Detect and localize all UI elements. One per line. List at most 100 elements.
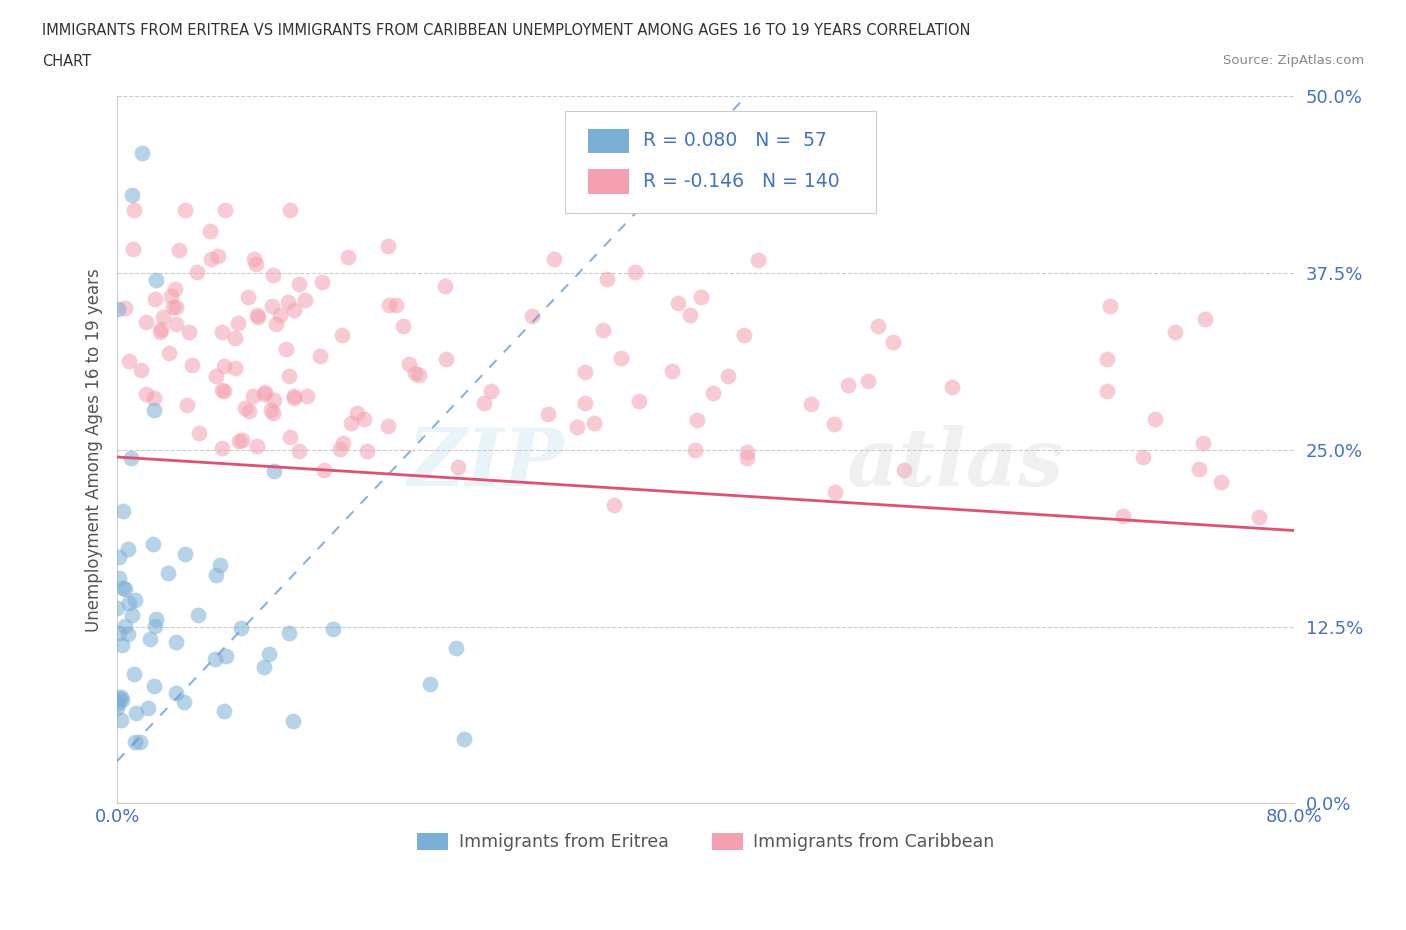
- Point: [118, 353, 141, 368]
- Point: [214, 359, 236, 374]
- Point: [121, 607, 143, 622]
- Point: [262, 405, 284, 420]
- Point: [263, 392, 285, 407]
- Text: R = -0.146   N = 140: R = -0.146 N = 140: [644, 172, 839, 191]
- Point: [679, 307, 702, 322]
- Point: [278, 626, 301, 641]
- Point: [245, 257, 267, 272]
- Point: [702, 386, 724, 401]
- Point: [226, 315, 249, 330]
- Point: [187, 607, 209, 622]
- Point: [143, 618, 166, 633]
- Point: [309, 349, 332, 364]
- Point: [211, 441, 233, 456]
- Point: [142, 537, 165, 551]
- Point: [110, 712, 132, 727]
- Point: [108, 571, 131, 586]
- Point: [288, 444, 311, 458]
- Point: [603, 498, 626, 512]
- Point: [434, 352, 457, 366]
- Point: [378, 297, 401, 312]
- Point: [246, 310, 269, 325]
- Point: [131, 145, 153, 160]
- Point: [262, 268, 284, 283]
- Point: [278, 368, 301, 383]
- Point: [596, 271, 619, 286]
- Point: [200, 251, 222, 266]
- Point: [179, 325, 201, 339]
- Point: [149, 325, 172, 339]
- Point: [209, 557, 232, 572]
- Point: [941, 379, 963, 394]
- Point: [624, 264, 647, 279]
- Point: [174, 546, 197, 561]
- Text: ZIP: ZIP: [408, 425, 565, 503]
- Point: [264, 317, 287, 332]
- Point: [145, 272, 167, 287]
- Point: [297, 389, 319, 404]
- Point: [233, 401, 256, 416]
- FancyBboxPatch shape: [588, 169, 630, 193]
- Point: [224, 331, 246, 346]
- Point: [1188, 461, 1211, 476]
- Point: [138, 631, 160, 646]
- Point: [121, 188, 143, 203]
- Point: [253, 387, 276, 402]
- Point: [117, 627, 139, 642]
- Point: [574, 365, 596, 379]
- Point: [278, 202, 301, 217]
- Point: [186, 264, 208, 279]
- Point: [868, 318, 890, 333]
- Point: [246, 439, 269, 454]
- Point: [1164, 325, 1187, 339]
- Point: [276, 342, 298, 357]
- Point: [117, 541, 139, 556]
- Point: [107, 301, 129, 316]
- Point: [893, 463, 915, 478]
- Point: [735, 445, 758, 459]
- Point: [122, 202, 145, 217]
- Point: [121, 450, 143, 465]
- Point: [340, 416, 363, 431]
- Point: [129, 362, 152, 377]
- Point: [856, 374, 879, 389]
- Text: IMMIGRANTS FROM ERITREA VS IMMIGRANTS FROM CARIBBEAN UNEMPLOYMENT AMONG AGES 16 : IMMIGRANTS FROM ERITREA VS IMMIGRANTS FR…: [42, 23, 970, 38]
- Point: [108, 626, 131, 641]
- Point: [211, 325, 233, 339]
- Point: [392, 319, 415, 334]
- Text: CHART: CHART: [42, 54, 91, 69]
- Point: [610, 351, 633, 365]
- Point: [176, 397, 198, 412]
- Point: [686, 413, 709, 428]
- Point: [142, 391, 165, 405]
- Point: [398, 356, 420, 371]
- Point: [734, 327, 756, 342]
- Point: [122, 667, 145, 682]
- Point: [124, 735, 146, 750]
- Point: [666, 296, 689, 311]
- Point: [224, 361, 246, 376]
- Point: [246, 308, 269, 323]
- Point: [404, 366, 426, 381]
- Point: [152, 310, 174, 325]
- Point: [156, 565, 179, 580]
- Point: [837, 377, 859, 392]
- Point: [173, 695, 195, 710]
- Point: [1192, 435, 1215, 450]
- Point: [419, 676, 441, 691]
- Point: [124, 706, 146, 721]
- Point: [312, 462, 335, 477]
- Point: [537, 406, 560, 421]
- Point: [118, 595, 141, 610]
- Point: [188, 426, 211, 441]
- Point: [211, 383, 233, 398]
- Point: [135, 386, 157, 401]
- Point: [157, 346, 180, 361]
- Point: [385, 298, 408, 312]
- Point: [1132, 450, 1154, 465]
- Point: [238, 404, 260, 418]
- Point: [329, 441, 352, 456]
- Point: [165, 316, 187, 331]
- Point: [150, 321, 173, 336]
- Point: [332, 435, 354, 450]
